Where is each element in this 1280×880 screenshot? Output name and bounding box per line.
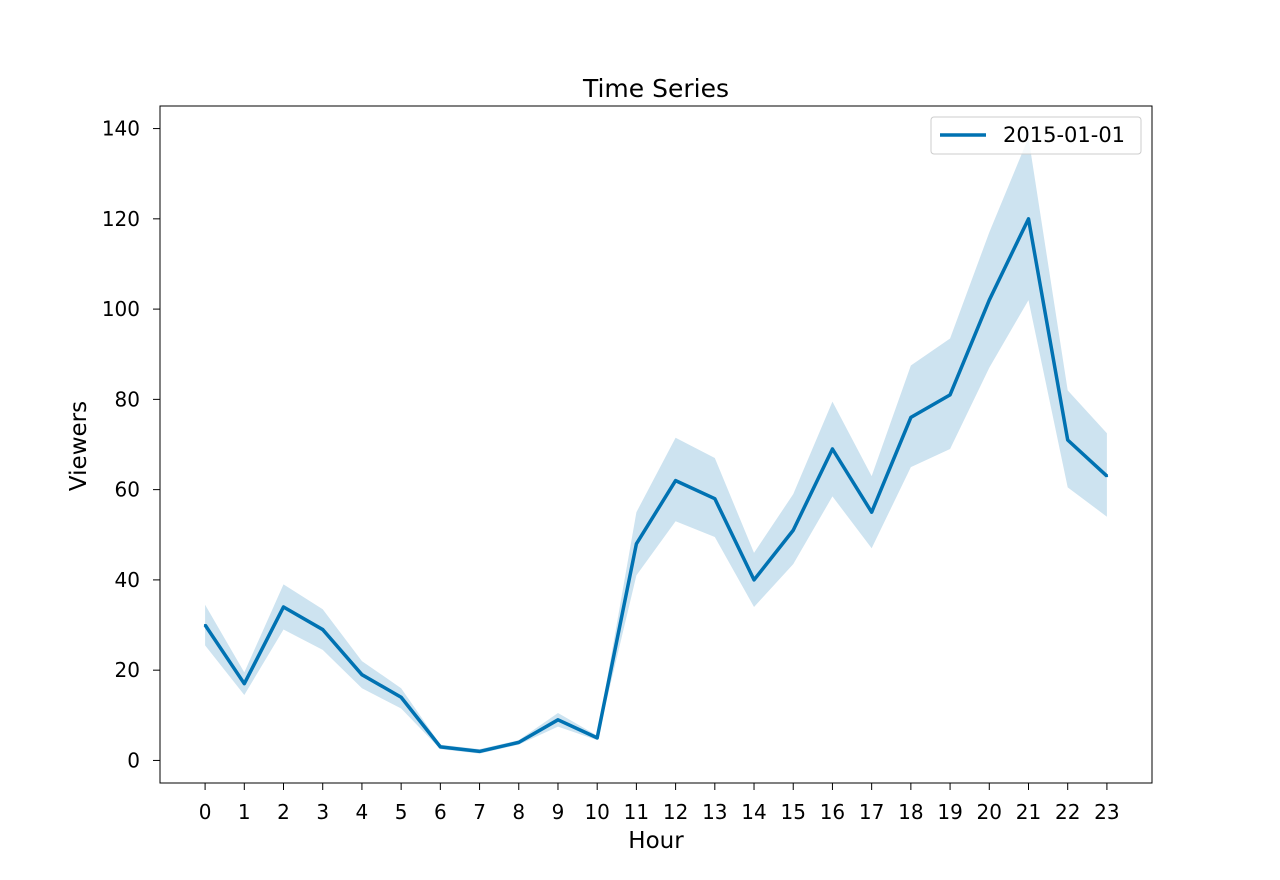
x-tick-label: 17 — [859, 800, 884, 824]
x-tick-label: 3 — [316, 800, 329, 824]
y-axis: 0 20 40 60 80 100 120 140 — [102, 117, 160, 772]
y-tick-label: 120 — [102, 207, 140, 231]
legend-label: 2015-01-01 — [1003, 123, 1125, 147]
x-tick-label: 2 — [277, 800, 290, 824]
data-point-19 — [948, 393, 952, 397]
data-point-18 — [909, 416, 913, 419]
y-tick-label: 100 — [102, 297, 140, 321]
x-tick-label: 1 — [238, 800, 251, 824]
legend-frame — [930, 116, 1142, 155]
data-point-11 — [635, 542, 638, 545]
y-tick-label: 20 — [115, 658, 140, 682]
data-point-15 — [792, 529, 795, 532]
series-lines — [203, 217, 1109, 754]
data-point-14 — [752, 578, 756, 582]
data-point-17 — [870, 511, 873, 514]
data-point-8 — [517, 741, 520, 744]
x-tick-label: 21 — [1016, 800, 1041, 824]
y-tick-label: 40 — [115, 568, 140, 592]
data-point-10 — [595, 736, 599, 740]
x-tick-label: 9 — [552, 800, 565, 824]
x-axis-title: Hour — [628, 828, 684, 854]
x-tick-label: 20 — [977, 800, 1002, 824]
x-tick-label: 19 — [937, 800, 962, 824]
chart-title: Time Series — [582, 74, 729, 103]
data-point-7 — [478, 750, 481, 753]
data-point-5 — [399, 696, 403, 699]
x-tick-label: 10 — [584, 800, 609, 824]
confidence-bands — [205, 137, 1107, 754]
x-tick-label: 8 — [512, 800, 525, 824]
series-line-0 — [203, 217, 1109, 754]
data-point-16 — [831, 447, 834, 451]
x-tick-label: 15 — [781, 800, 806, 824]
x-tick-label: 22 — [1055, 800, 1080, 824]
x-tick-label: 13 — [702, 800, 727, 824]
data-point-3 — [321, 628, 324, 631]
x-tick-label: 0 — [199, 800, 212, 824]
x-axis: 0 1 2 3 4 5 6 7 8 9 10 11 12 13 14 15 16 17 18 19 20 21 22 23 — [199, 783, 1120, 824]
data-point-23 — [1105, 474, 1109, 478]
y-tick-label: 0 — [127, 748, 140, 772]
x-tick-label: 5 — [395, 800, 408, 824]
data-point-1 — [243, 682, 246, 685]
x-tick-label: 4 — [356, 800, 369, 824]
confidence-band-0 — [205, 137, 1107, 754]
data-point-22 — [1066, 438, 1069, 442]
data-point-2 — [282, 605, 285, 609]
x-tick-label: 18 — [898, 800, 923, 824]
data-point-9 — [556, 718, 560, 722]
plot-area-frame — [159, 105, 1153, 784]
data-point-20 — [988, 298, 991, 302]
y-tick-label: 60 — [115, 478, 140, 502]
data-point-21 — [1027, 217, 1030, 221]
y-tick-label: 140 — [102, 117, 140, 141]
data-point-6 — [439, 745, 442, 749]
legend: 2015-01-01 — [930, 116, 1142, 155]
y-axis-title: Viewers — [66, 401, 92, 491]
data-point-4 — [360, 673, 364, 676]
x-tick-label: 6 — [434, 800, 447, 824]
x-tick-label: 11 — [624, 800, 649, 824]
x-tick-label: 12 — [663, 800, 688, 824]
x-tick-label: 14 — [741, 800, 766, 824]
x-tick-label: 23 — [1094, 800, 1119, 824]
x-tick-label: 16 — [820, 800, 845, 824]
data-point-12 — [674, 479, 677, 482]
data-point-13 — [713, 497, 717, 500]
data-point-0 — [203, 623, 207, 627]
y-tick-label: 80 — [115, 387, 140, 411]
x-tick-label: 7 — [473, 800, 486, 824]
